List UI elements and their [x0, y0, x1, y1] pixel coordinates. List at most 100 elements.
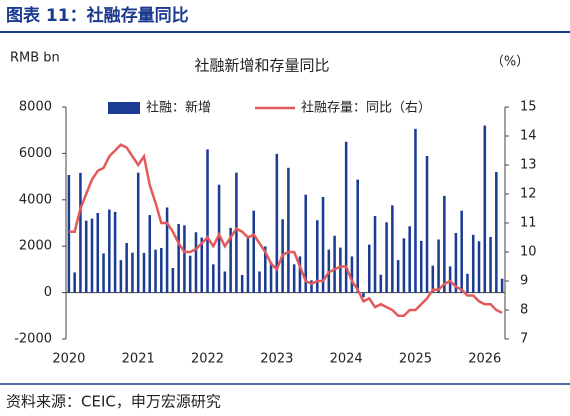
bar	[489, 236, 492, 293]
bar	[385, 222, 388, 293]
x-tick-label: 2023	[260, 352, 293, 367]
bar	[466, 273, 469, 293]
bar	[500, 278, 504, 293]
bar	[171, 268, 175, 293]
bar	[477, 241, 481, 293]
bar	[483, 125, 487, 293]
bar	[165, 207, 169, 293]
bar	[419, 240, 423, 293]
y2-tick-label: 11	[520, 216, 537, 231]
bar	[471, 234, 475, 293]
bar	[136, 172, 140, 293]
y2-tick-label: 15	[520, 100, 537, 115]
y2-tick-label: 7	[520, 332, 528, 347]
bar	[367, 244, 371, 293]
bar	[298, 256, 302, 293]
bar	[79, 172, 82, 293]
bar	[431, 265, 435, 293]
bar	[362, 292, 365, 298]
bar	[67, 174, 71, 293]
y-tick-label: 6000	[19, 146, 52, 161]
bar	[448, 266, 452, 293]
bar	[379, 274, 383, 293]
bar	[310, 280, 313, 293]
bar	[252, 210, 256, 293]
bar	[235, 172, 238, 293]
bar	[408, 226, 411, 293]
bar	[264, 246, 267, 293]
source: 资料来源：CEIC，申万宏源研究	[6, 393, 221, 411]
y-axis-label: RMB bn	[10, 51, 60, 66]
legend-swatch	[108, 102, 140, 114]
y-tick-label: 0	[44, 285, 52, 300]
y2-tick-label: 14	[520, 129, 537, 144]
bar	[96, 213, 100, 293]
bar	[177, 223, 180, 293]
y2-tick-label: 12	[520, 187, 537, 202]
legend-label: 社融存量：同比（右）	[301, 100, 431, 116]
bar	[344, 141, 348, 293]
chart-subtitle: 社融新增和存量同比	[194, 57, 329, 75]
bar	[396, 260, 400, 293]
bar	[356, 179, 359, 293]
x-tick-label: 2025	[399, 352, 432, 367]
bar	[287, 167, 290, 293]
x-tick-label: 2020	[52, 352, 85, 367]
bar	[160, 248, 163, 293]
y2-tick-label: 9	[520, 274, 528, 289]
bar	[229, 227, 232, 293]
bar	[350, 256, 354, 293]
bar	[154, 249, 157, 293]
bar	[460, 210, 463, 293]
bar	[73, 272, 76, 293]
bar	[275, 153, 279, 293]
bar	[212, 264, 215, 293]
bar	[292, 264, 296, 293]
bar	[454, 232, 458, 293]
bar	[217, 184, 221, 293]
y2-tick-label: 13	[520, 158, 537, 173]
bar	[183, 225, 186, 293]
bar	[119, 260, 123, 293]
y-tick-label: 8000	[19, 100, 52, 115]
bar	[414, 128, 417, 293]
bar	[206, 149, 209, 293]
y2-axis-label: （%）	[491, 55, 529, 70]
bar	[194, 232, 198, 293]
bar	[240, 274, 244, 293]
y2-tick-label: 10	[520, 245, 537, 260]
bar	[315, 220, 319, 293]
bar	[108, 209, 111, 293]
y-tick-label: 4000	[19, 192, 52, 207]
x-tick-label: 2024	[330, 352, 363, 367]
chart-title: 图表 11：社融存量同比	[6, 5, 189, 26]
y2-tick-label: 8	[520, 303, 528, 318]
bar	[391, 205, 394, 293]
bar	[425, 155, 429, 293]
bar	[102, 253, 105, 293]
bar	[321, 197, 325, 293]
bar	[131, 252, 134, 293]
bar	[373, 216, 377, 293]
bar	[125, 242, 128, 293]
bar	[402, 238, 406, 293]
bar	[333, 235, 336, 293]
x-tick-label: 2026	[468, 352, 501, 367]
bar	[495, 171, 498, 293]
bar	[269, 262, 273, 293]
y-tick-label: 2000	[19, 239, 52, 254]
legend-label: 社融：新增	[146, 100, 211, 116]
bar	[339, 247, 342, 293]
bar	[148, 215, 152, 293]
y-tick-label: -2000	[14, 332, 52, 347]
bar	[188, 255, 192, 293]
bar	[443, 195, 446, 293]
bar	[113, 211, 117, 293]
line	[68, 143, 503, 318]
bar	[304, 194, 307, 293]
x-tick-label: 2022	[191, 352, 224, 367]
bar	[258, 271, 261, 293]
bar	[200, 237, 204, 293]
x-tick-label: 2021	[122, 352, 155, 367]
